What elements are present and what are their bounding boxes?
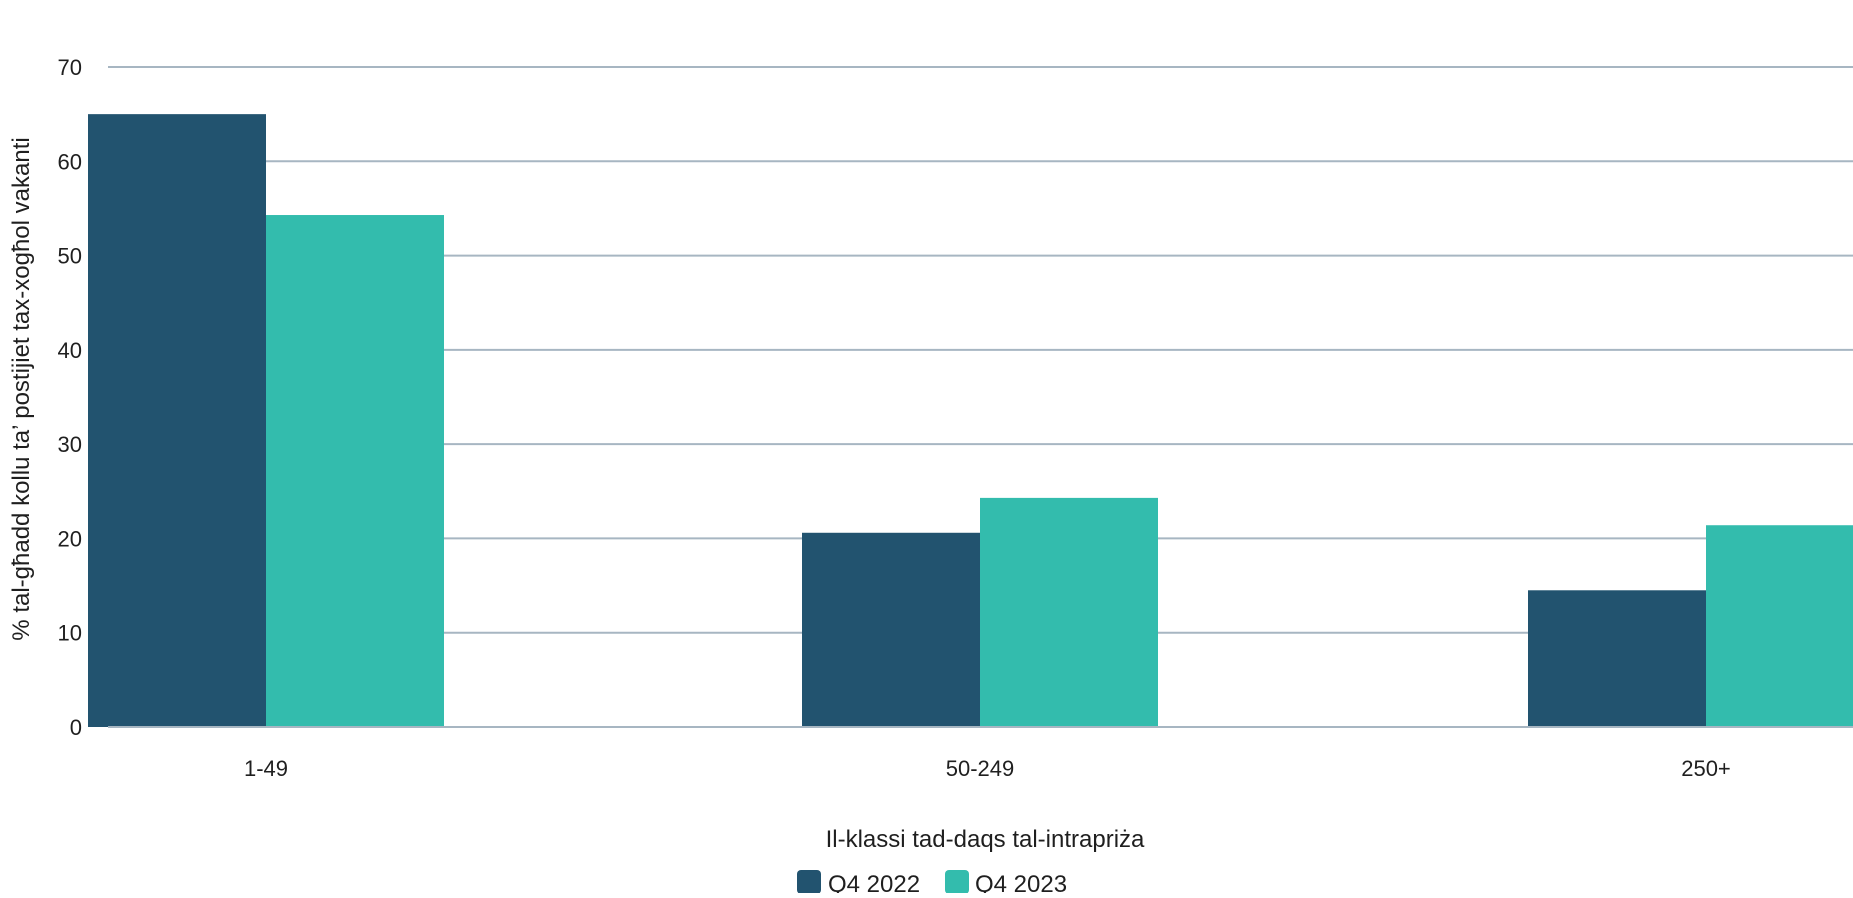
bar-250+-q4-2023 [1706, 525, 1853, 727]
x-axis-title: Il-klassi tad-daqs tal-intrapriża [826, 826, 1145, 853]
x-tick-label-50-249: 50-249 [946, 756, 1015, 781]
y-axis-title: % tal-għadd kollu ta’ postijiet tax-xogħ… [8, 137, 35, 640]
bar-250+-q4-2022 [1528, 590, 1706, 727]
y-tick-label-20: 20 [58, 526, 82, 551]
y-tick-label-30: 30 [58, 432, 82, 457]
legend: Q4 2022 Q4 2023 [797, 870, 1067, 898]
bars [88, 114, 1853, 727]
y-axis-ticks: 0 10 20 30 40 50 60 70 [58, 55, 82, 740]
x-tick-label-1-49: 1-49 [244, 756, 288, 781]
bar-50-249-q4-2022 [802, 532, 980, 727]
legend-swatch-q4-2023 [945, 870, 969, 894]
bar-1-49-q4-2022 [88, 114, 266, 727]
bar-1-49-q4-2023 [266, 215, 444, 727]
legend-swatch-q4-2022 [797, 870, 821, 894]
y-tick-label-10: 10 [58, 621, 82, 646]
y-tick-label-0: 0 [70, 715, 82, 740]
y-tick-label-50: 50 [58, 244, 82, 269]
bar-50-249-q4-2023 [980, 497, 1158, 727]
y-tick-label-70: 70 [58, 55, 82, 80]
y-tick-label-60: 60 [58, 149, 82, 174]
legend-label-q4-2022: Q4 2022 [828, 871, 920, 893]
legend-label-q4-2023: Q4 2023 [975, 871, 1067, 893]
x-axis-ticks: 1-49 50-249 250+ [244, 756, 1731, 781]
x-tick-label-250+: 250+ [1681, 756, 1731, 781]
y-tick-label-40: 40 [58, 338, 82, 363]
